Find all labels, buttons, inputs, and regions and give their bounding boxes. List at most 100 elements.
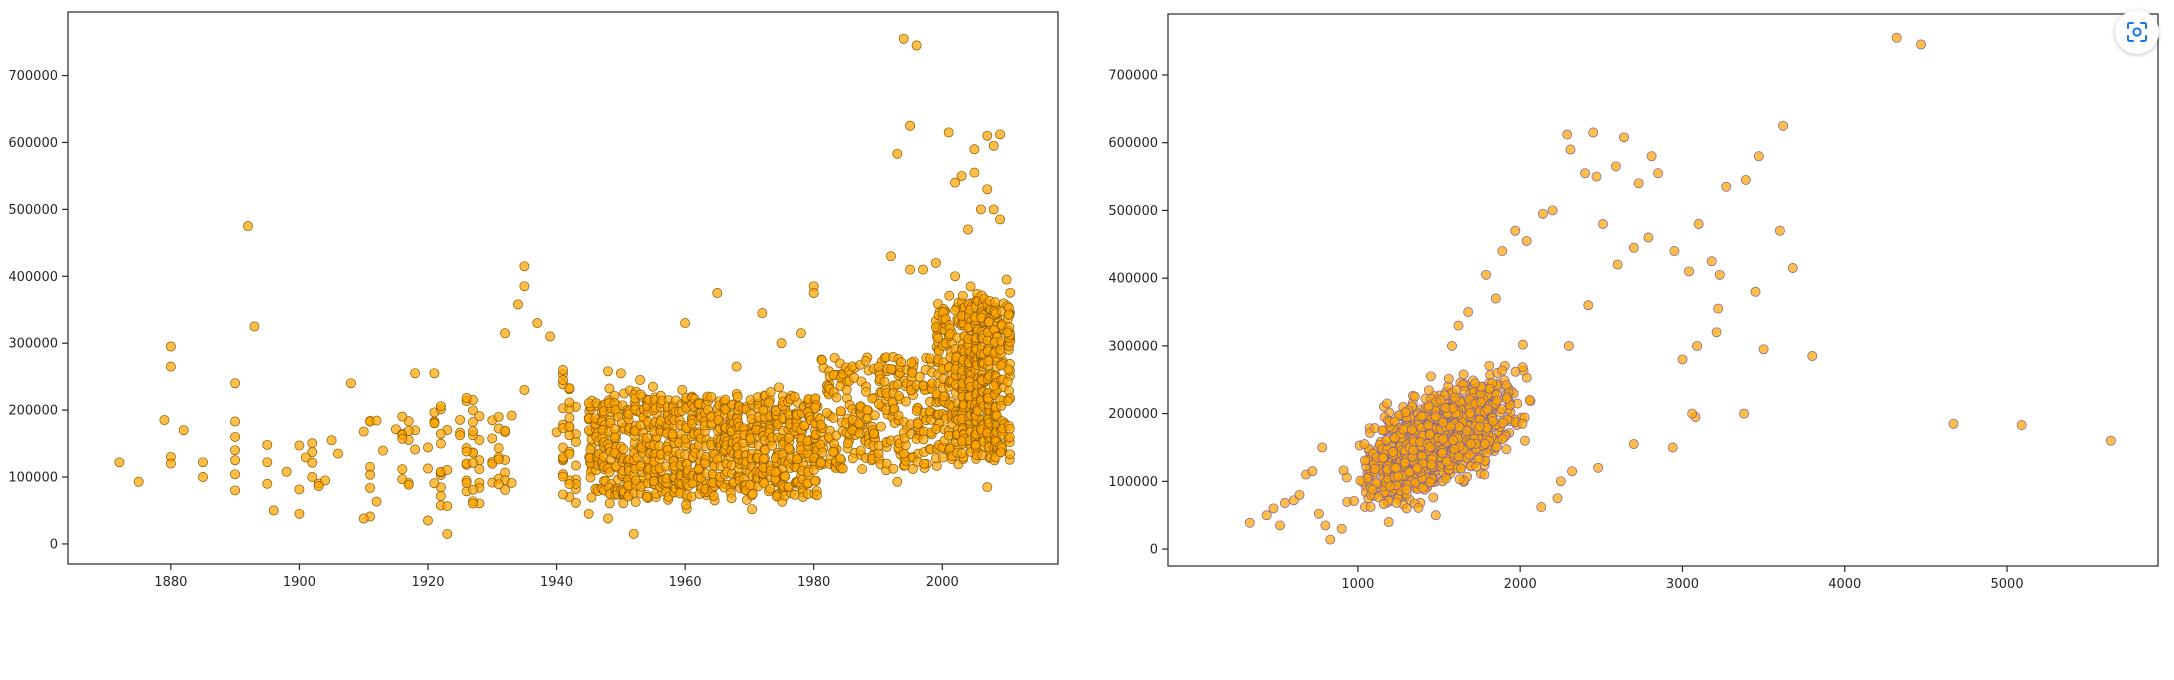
scatter-point [1484,360,1495,371]
scatter-point [700,458,711,469]
scatter-point [506,477,517,488]
scatter-point [230,485,241,496]
scatter-point [912,418,923,429]
scatter-point [1646,151,1657,162]
scatter-point [1643,232,1654,243]
scatter-point [474,411,485,422]
scatter-point [618,498,629,509]
scatter-point [1423,401,1434,411]
scatter-point [1555,476,1566,487]
scatter-point [1367,484,1378,495]
x-tick-label: 1980 [797,575,830,590]
scatter-point [307,438,318,449]
scatter-point [468,426,478,437]
scatter-point [1787,263,1798,273]
scatter-point [500,484,511,495]
scatter-point [410,444,421,455]
scatter-point [1359,439,1370,450]
scatter-point [990,297,1001,308]
scatter-point [1740,174,1751,185]
scatter-point [1448,435,1458,446]
scatter-point [1359,455,1370,466]
scatter-point [868,428,879,439]
scatter-point [816,457,826,468]
scatter-point [500,425,511,436]
y-tick-label: 300000 [8,337,58,352]
lens-scan-button[interactable] [2115,10,2159,54]
scatter-point [642,432,653,443]
x-tick-label: 1900 [283,575,316,590]
scatter-point [811,490,822,501]
scatter-points [114,33,1016,539]
scatter-point [963,224,973,235]
scatter-point [603,366,613,377]
scatter-point [1447,340,1457,351]
scatter-point [1471,461,1482,472]
scatter-point [1517,362,1528,373]
scatter-point [564,412,575,423]
scatter-point [869,410,880,421]
scatter-point [397,411,408,422]
scatter-point [732,391,743,402]
scatter-point [1400,457,1410,468]
scatter-point [1355,475,1366,486]
x-tick-label: 1000 [1341,577,1374,592]
scatter-point [795,328,806,339]
scatter-point [914,371,925,382]
scatter-point [165,361,176,372]
scatter-point [706,391,717,402]
scatter-point [1521,235,1532,246]
scatter-point [1677,354,1688,365]
scatter-point [1520,435,1530,446]
scatter-point [461,446,472,457]
scatter-point [1438,417,1448,428]
scatter-point [1498,417,1508,428]
scatter-point [667,429,678,440]
scatter-point [835,453,846,464]
x-tick-label: 2000 [1504,577,1537,592]
scatter-point [326,435,337,446]
scatter-point [1464,408,1475,419]
scatter-point [969,144,980,155]
scatter-point [898,33,909,44]
scatter-point [1588,127,1599,138]
scatter-point [1393,471,1404,482]
scatter-point [995,214,1006,225]
scatter-point [764,397,774,408]
scatter-point [1443,373,1454,384]
scatter-point [918,434,929,445]
scatter-point [618,444,629,455]
scatter-point [765,387,776,398]
scatter-point [799,420,810,431]
scatter-point [1591,171,1602,182]
scatter-point [262,457,273,468]
scatter-point [1669,246,1680,257]
scatter-point [1490,293,1501,304]
scatter-point [281,466,292,477]
scatter-point [1365,501,1376,512]
scatter-point [896,357,907,368]
scatter-point [1440,402,1451,413]
scatter-point [1583,300,1594,311]
scatter-point [506,410,517,421]
scatter-point [789,391,800,402]
scatter-point [758,453,769,464]
scatter-point [1653,168,1664,179]
scatter-point [1401,503,1412,514]
scatter-point [320,475,331,486]
scatter-point [468,457,478,468]
scatter-point [1916,39,1926,50]
scatter-point [1610,161,1621,172]
scatter-point [828,412,839,423]
y-tick-label: 500000 [1108,204,1158,219]
scatter-point [487,433,498,444]
scatter-point [630,497,641,508]
scatter-point [1497,246,1508,257]
scatter-point [817,447,828,458]
scatter-point [442,528,453,539]
scatter-point [333,448,343,459]
scatter-point [995,344,1006,355]
scatter-point [294,484,305,495]
scatter-point [982,184,993,195]
